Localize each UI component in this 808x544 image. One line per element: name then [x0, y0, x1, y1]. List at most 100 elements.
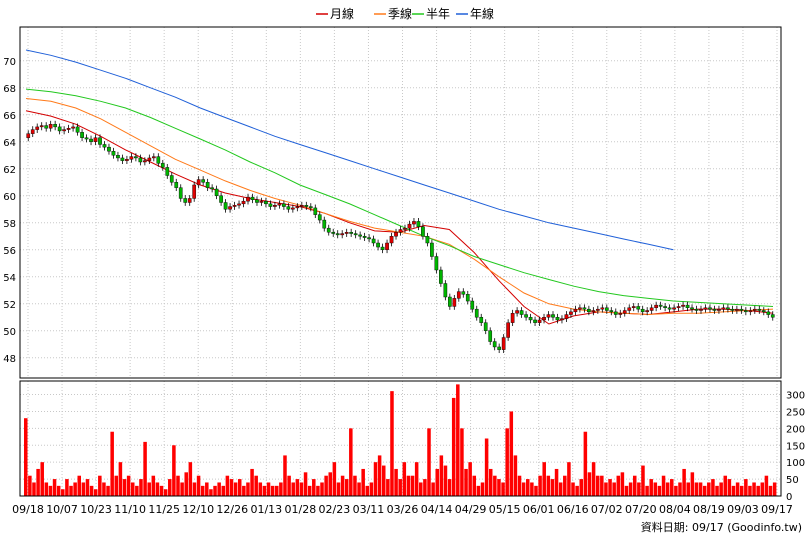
volume-bar — [254, 475, 258, 496]
candle-body — [335, 233, 340, 236]
volume-bar — [649, 479, 653, 496]
legend-label-2: 半年 — [426, 7, 450, 21]
candle-body — [259, 200, 264, 203]
volume-bar — [505, 428, 509, 496]
volume-bar — [135, 485, 139, 496]
volume-bar — [739, 485, 744, 496]
candle-body — [663, 306, 667, 309]
volume-bar — [114, 475, 119, 496]
volume-bar — [542, 462, 546, 496]
legend-label-0: 月線 — [330, 6, 354, 21]
candle-body — [205, 182, 210, 188]
candle-body — [578, 307, 582, 310]
price-tick-label: 64 — [3, 138, 16, 149]
volume-bar — [98, 475, 102, 496]
candle-body — [492, 341, 497, 348]
volume-bar — [291, 482, 295, 496]
volume-bar — [595, 475, 600, 496]
candle-body — [681, 304, 685, 307]
candle-body — [708, 307, 712, 310]
date-tick-label: 02/23 — [319, 503, 351, 516]
candle-body — [344, 231, 349, 234]
volume-bar — [493, 475, 497, 496]
volume-bar — [719, 482, 723, 496]
price-tick-label: 52 — [3, 300, 16, 311]
date-tick-label: 09/17 — [761, 503, 793, 516]
candle-body — [690, 307, 694, 310]
volume-bar — [200, 485, 205, 496]
candle-body — [317, 214, 322, 221]
candle-body — [62, 129, 66, 132]
candle-body — [268, 203, 273, 207]
legend-label-1: 季線 — [388, 6, 412, 21]
candle-body — [30, 129, 35, 134]
candle-body — [524, 314, 528, 318]
candle-body — [591, 310, 596, 313]
candle-body — [102, 144, 107, 148]
volume-bar — [526, 479, 530, 496]
volume-bar — [357, 482, 361, 496]
volume-bar — [349, 428, 353, 496]
price-tick-label: 50 — [3, 327, 16, 338]
candle-body — [125, 159, 129, 161]
candle-body — [555, 317, 560, 321]
volume-bar — [32, 482, 36, 496]
volume-bar — [180, 482, 184, 496]
volume-bar — [686, 482, 690, 496]
volume-bar — [427, 428, 431, 496]
candle-body — [501, 337, 506, 350]
volume-bar — [661, 475, 666, 496]
date-tick-label: 09/03 — [727, 503, 759, 516]
volume-bar — [546, 475, 551, 496]
volume-bar — [456, 384, 460, 496]
volume-bar — [299, 482, 304, 496]
candle-body — [766, 311, 771, 315]
plot-frames — [19, 26, 782, 497]
candle-body — [116, 155, 120, 159]
volume-bar — [587, 472, 592, 496]
candle-body — [362, 236, 367, 238]
volume-bar — [653, 482, 658, 496]
volume-bar — [394, 468, 398, 496]
candle-body — [178, 187, 183, 199]
volume-bar — [303, 472, 308, 496]
candle-body — [66, 128, 71, 130]
volume-bar — [624, 485, 629, 496]
volume-bar — [460, 428, 464, 496]
volume-y-axis: 0 50 100 150 200 250 300 — [786, 391, 805, 503]
volume-bar — [369, 482, 374, 496]
candle-body — [237, 203, 241, 206]
price-tick-label: 56 — [3, 246, 16, 257]
volume-bar — [336, 482, 341, 496]
volume-bar — [258, 482, 263, 496]
date-tick-label: 12/26 — [216, 503, 248, 516]
volume-bar — [406, 475, 411, 496]
candle-body — [39, 125, 44, 128]
candle-body — [515, 310, 519, 314]
volume-bar — [600, 475, 604, 496]
price-tick-label: 70 — [3, 57, 16, 68]
volume-bar — [571, 482, 575, 496]
volume-bar — [756, 485, 760, 496]
candle-body — [676, 306, 681, 309]
volume-bar — [159, 485, 164, 496]
candle-body — [340, 233, 345, 236]
candlesticks — [26, 120, 775, 354]
candle-body — [631, 306, 636, 309]
candle-body — [757, 308, 762, 311]
volume-bar — [608, 479, 612, 496]
candle-body — [761, 310, 766, 313]
volume-bar — [69, 485, 73, 496]
candle-body — [744, 310, 748, 313]
volume-bar — [196, 475, 201, 496]
candle-body — [658, 304, 663, 307]
candle-body — [551, 314, 555, 318]
candle-body — [98, 137, 102, 145]
candle-body — [367, 237, 371, 240]
volume-tick-label: 0 — [786, 492, 792, 503]
volume-bar — [328, 472, 333, 496]
volume-bar — [188, 462, 193, 496]
volume-grid — [20, 394, 781, 480]
volume-bar — [242, 485, 246, 496]
volume-bar — [77, 475, 82, 496]
